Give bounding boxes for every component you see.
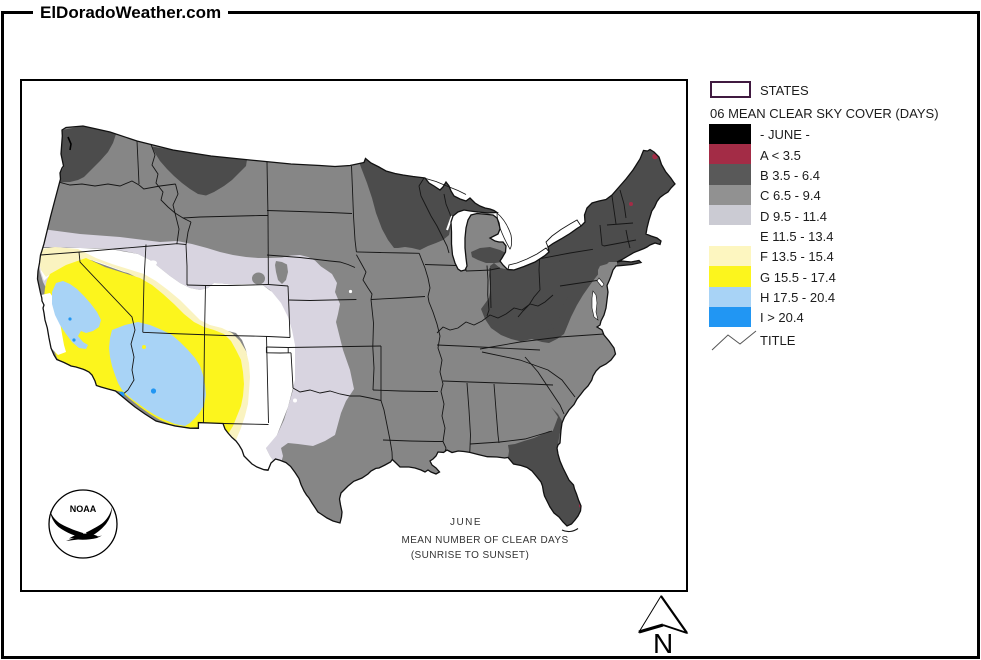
- svg-text:NOAA: NOAA: [70, 504, 97, 514]
